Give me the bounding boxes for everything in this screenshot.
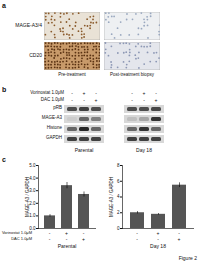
svg-text:1.0: 1.0 bbox=[29, 213, 36, 218]
html-text:Vorinostat 1.0μM: Vorinostat 1.0μM bbox=[30, 90, 64, 95]
html-text:Histone: Histone bbox=[46, 125, 62, 130]
html-text:DAC 1.0μM: DAC 1.0μM bbox=[11, 236, 32, 241]
html-text:GAPDH: GAPDH bbox=[46, 135, 62, 140]
html-text:CD20: CD20 bbox=[29, 52, 42, 58]
svg-text:MAGE-A3 / GAPDH: MAGE-A3 / GAPDH bbox=[25, 177, 30, 217]
svg-text:5.0: 5.0 bbox=[29, 163, 36, 168]
html-text:Figure 2: Figure 2 bbox=[178, 255, 197, 261]
svg-text:0: 0 bbox=[117, 226, 120, 231]
html-text:Parental: Parental bbox=[74, 147, 94, 153]
html-text:b: b bbox=[2, 86, 7, 93]
svg-text:MAGE-A3 / GAPDH: MAGE-A3 / GAPDH bbox=[109, 177, 114, 217]
html-text:Day 18: Day 18 bbox=[136, 147, 152, 153]
svg-text:6: 6 bbox=[117, 179, 120, 184]
svg-text:0.0: 0.0 bbox=[29, 225, 36, 231]
html-text:MAGE-A3/4: MAGE-A3/4 bbox=[15, 22, 42, 28]
html-text:a: a bbox=[2, 2, 6, 9]
svg-text:4.0: 4.0 bbox=[29, 176, 36, 181]
html-text:Vorinostat 1.0μM: Vorinostat 1.0μM bbox=[1, 230, 32, 235]
svg-text:3.0: 3.0 bbox=[29, 188, 36, 193]
svg-text:4: 4 bbox=[117, 194, 120, 199]
html-text:Post-treatment biopsy: Post-treatment biopsy bbox=[110, 72, 154, 77]
html-text:Parental: Parental bbox=[57, 243, 77, 249]
html-text:MAGE-A3: MAGE-A3 bbox=[41, 115, 62, 120]
svg-text:2: 2 bbox=[117, 210, 120, 215]
html-text:c: c bbox=[2, 156, 6, 163]
svg-text:2.0: 2.0 bbox=[29, 201, 36, 206]
svg-text:8: 8 bbox=[117, 163, 120, 168]
html-text:Pre-treatment: Pre-treatment bbox=[58, 72, 86, 77]
html-text:Day 18: Day 18 bbox=[150, 243, 166, 249]
html-text:DAC 1.0μM: DAC 1.0μM bbox=[40, 97, 64, 102]
html-text:pRB: pRB bbox=[53, 105, 62, 110]
